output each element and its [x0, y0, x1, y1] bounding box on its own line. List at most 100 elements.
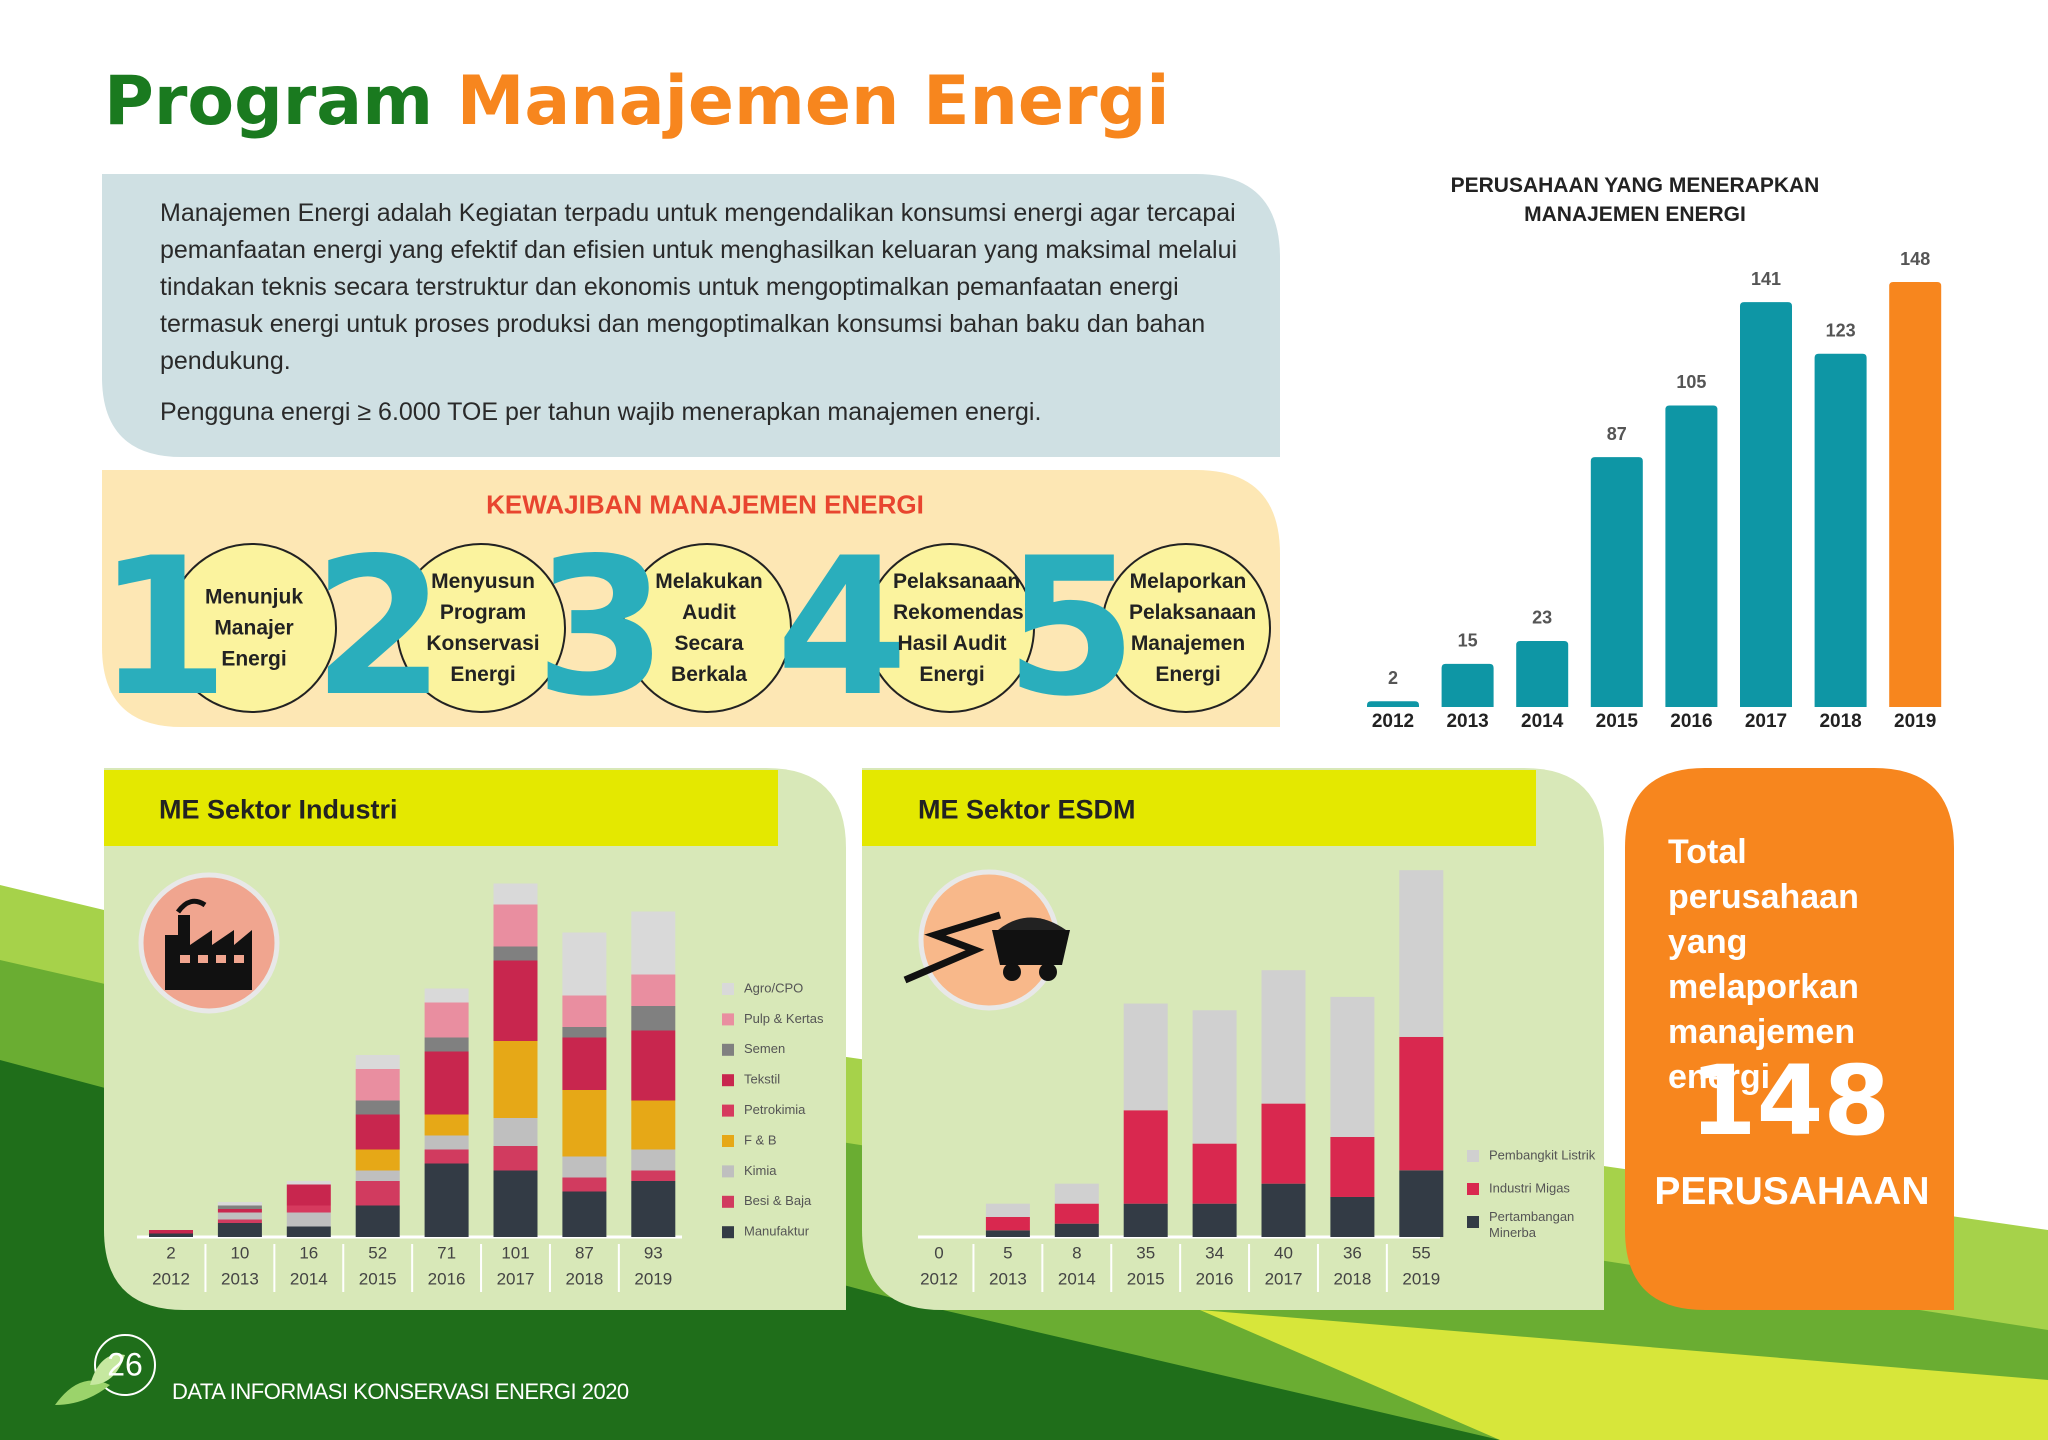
panel-header: [104, 770, 778, 846]
x-tick-label: 2015: [1127, 1269, 1165, 1288]
step-label: Menyusun Program Konservasi Energi: [426, 570, 540, 686]
total-value: 148: [1689, 1045, 1891, 1157]
bar: [1367, 701, 1419, 707]
page-title: Program Manajemen Energi: [104, 62, 1170, 141]
legend-swatch: [722, 983, 734, 995]
bar-segment: [562, 1037, 607, 1090]
x-tick-label: 2013: [221, 1269, 259, 1288]
bar-segment: [424, 988, 469, 1003]
bar-segment: [631, 1030, 676, 1101]
legend-label: Besi & Baja: [744, 1193, 812, 1208]
bar-segment: [985, 1216, 1030, 1231]
bar-segment: [493, 1118, 538, 1146]
x-tick-label: 2016: [1196, 1269, 1234, 1288]
bar-segment: [355, 1055, 400, 1069]
bar-segment: [1399, 1036, 1444, 1171]
bar-segment: [493, 1170, 538, 1237]
x-tick-label: 2012: [1372, 711, 1414, 732]
legend-swatch: [722, 1195, 734, 1208]
bar-segment: [1123, 1003, 1168, 1111]
paragraph: Pengguna energi ≥ 6.000 TOE per tahun wa…: [160, 398, 1042, 426]
industri-panel: [104, 768, 846, 1310]
bar-segment: [493, 1041, 538, 1118]
legend-label: Agro/CPO: [744, 980, 803, 995]
bar-segment: [1330, 1136, 1375, 1197]
x-tick-label: 2016: [1670, 711, 1712, 732]
bar-segment: [631, 1170, 676, 1181]
total-label: 35: [1136, 1243, 1155, 1262]
step-circle: [622, 543, 792, 713]
legend-swatch: [722, 1226, 734, 1239]
page-number: 26: [107, 1346, 143, 1383]
bar-segment: [631, 1149, 676, 1171]
bar-segment: [217, 1202, 262, 1206]
bar: [1665, 405, 1718, 707]
bar-segment: [1192, 1143, 1237, 1204]
footer-logo: [55, 1334, 156, 1405]
x-tick-label: 2018: [565, 1269, 603, 1288]
step-label: Melaporkan Pelaksanaan Manajemen Energi: [1129, 570, 1257, 686]
bar-segment: [286, 1181, 331, 1185]
bar-segment: [631, 974, 676, 1006]
value-label: 15: [1458, 631, 1478, 651]
bar-segment: [355, 1205, 400, 1237]
step-number: 4: [775, 517, 909, 738]
bar-segment: [1261, 970, 1306, 1104]
x-tick-label: 2015: [359, 1269, 397, 1288]
total-label: 36: [1343, 1243, 1362, 1262]
bar-segment: [355, 1069, 400, 1101]
bar-segment: [424, 1037, 469, 1052]
total-label: 55: [1412, 1243, 1431, 1262]
bar-segment: [562, 1177, 607, 1192]
bg-wave: [0, 1060, 1500, 1440]
panel-header: [862, 770, 1536, 846]
factory-icon: [138, 872, 280, 1014]
bar-segment: [1261, 1103, 1306, 1184]
bg-wave: [1200, 1310, 2048, 1440]
bar-segment: [562, 1027, 607, 1038]
step-number: 1: [96, 517, 230, 738]
legend-swatch: [722, 1135, 734, 1147]
bar-segment: [1261, 1183, 1306, 1237]
panel-title: ME Sektor Industri: [159, 794, 398, 825]
x-tick-label: 2014: [1058, 1269, 1096, 1288]
bar-segment: [424, 1114, 469, 1136]
bar-segment: [424, 1051, 469, 1115]
bar-segment: [562, 995, 607, 1027]
step-number: 2: [312, 517, 446, 738]
x-tick-label: 2018: [1819, 711, 1861, 732]
intro-box: [102, 174, 1280, 457]
bar-segment: [1330, 996, 1375, 1137]
step-circle: [396, 543, 566, 713]
total-label: 52: [368, 1243, 387, 1262]
bar-segment: [424, 1135, 469, 1150]
value-label: 148: [1900, 249, 1930, 269]
panel-title: ME Sektor ESDM: [918, 794, 1136, 825]
bar-segment: [1330, 1196, 1375, 1237]
x-tick-label: 2019: [1894, 711, 1936, 732]
x-tick-label: 2017: [1745, 711, 1787, 732]
bar-segment: [217, 1212, 262, 1220]
x-tick-label: 2014: [1521, 711, 1564, 732]
bar-segment: [1399, 1170, 1444, 1237]
legend-swatch: [722, 1043, 734, 1056]
total-label: 93: [644, 1243, 663, 1262]
bar-segment: [424, 1149, 469, 1164]
value-label: 105: [1676, 372, 1706, 392]
bar: [1516, 640, 1569, 707]
bar-segment: [493, 904, 538, 947]
x-tick-label: 2016: [428, 1269, 466, 1288]
bar-segment: [286, 1226, 331, 1237]
x-tick-label: 2019: [634, 1269, 672, 1288]
chart-title: PERUSAHAAN YANG MENERAPKAN MANAJEMEN ENE…: [1450, 174, 1820, 226]
bar-segment: [149, 1230, 193, 1234]
total-label: 10: [230, 1243, 249, 1262]
legend-label: Pertambangan Minerba: [1489, 1209, 1578, 1240]
bar: [1814, 353, 1867, 707]
bar-segment: [631, 1100, 676, 1150]
x-tick-label: 2018: [1333, 1269, 1371, 1288]
x-tick-label: 2017: [1265, 1269, 1303, 1288]
total-box: [1625, 768, 1954, 1310]
bar-segment: [1054, 1203, 1099, 1224]
